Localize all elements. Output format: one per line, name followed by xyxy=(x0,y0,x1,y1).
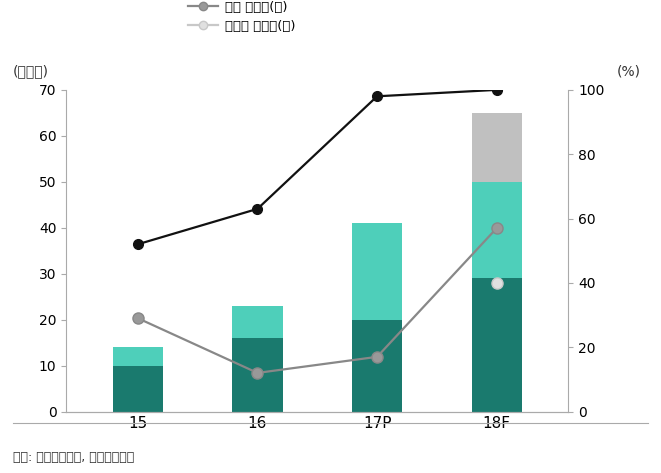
Text: (%): (%) xyxy=(617,64,641,78)
Bar xyxy=(352,320,402,412)
Text: (백만개): (백만개) xyxy=(13,64,49,78)
Legend: 양산, 서안, 헝가리, 양산 가동률(우), 서안 가동률(우), 헝가리 가동률(우): 양산, 서안, 헝가리, 양산 가동률(우), 서안 가동률(우), 헝가리 가… xyxy=(183,0,301,38)
Bar xyxy=(471,182,522,278)
Bar xyxy=(352,223,402,320)
Bar xyxy=(113,347,163,366)
Text: 자료: 신흥에스이씨, 하나금융투자: 자료: 신흥에스이씨, 하나금융투자 xyxy=(13,451,134,464)
Bar xyxy=(113,366,163,412)
Bar xyxy=(471,278,522,412)
Bar xyxy=(471,113,522,182)
Bar xyxy=(233,338,283,412)
Bar xyxy=(233,306,283,338)
